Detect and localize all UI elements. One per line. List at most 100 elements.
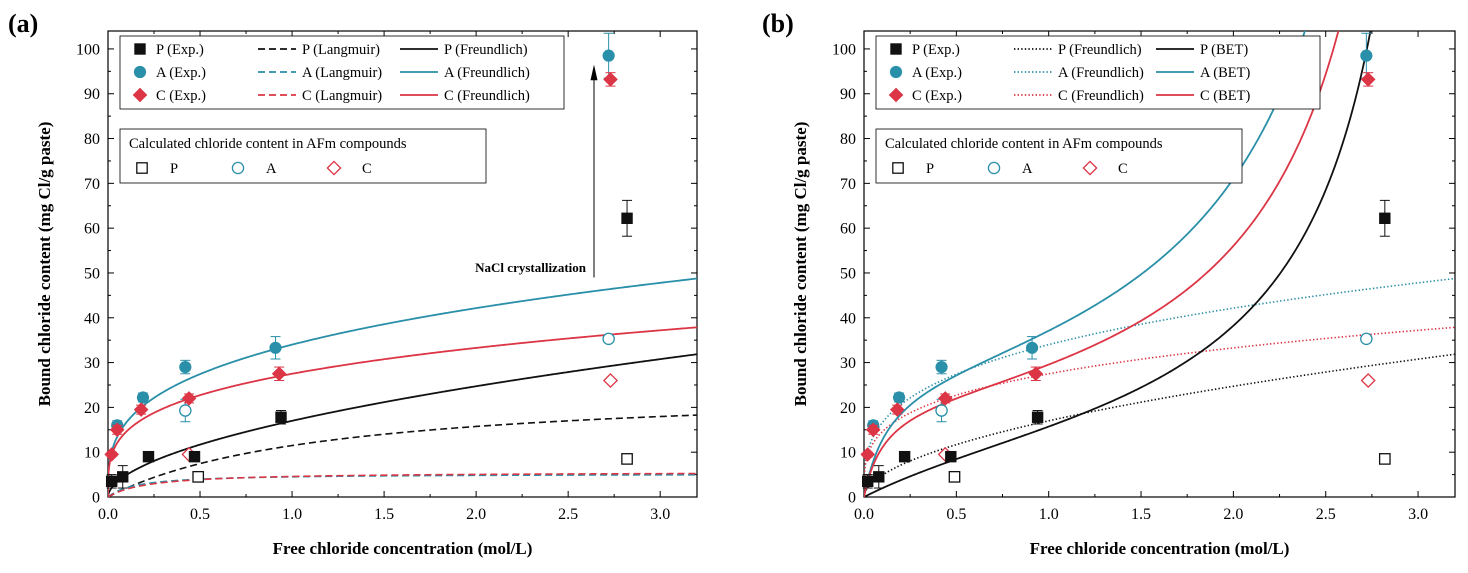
exp-point-c [1028,366,1044,382]
exp-point-c [865,422,881,438]
legend-label: C (Exp.) [912,88,962,104]
x-tick-label: 0.0 [854,506,874,523]
afm-legend-label: P [926,161,934,177]
legend-label: C (Freundlich) [1058,88,1144,104]
legend-label: C (Freundlich) [444,88,530,104]
legend-marker [134,43,146,55]
exp-point-p [898,450,911,463]
exp-point-p [1379,212,1391,224]
afm-point-a [179,404,192,417]
exp-point-c [860,447,876,462]
y-tick-label: 10 [84,445,100,462]
exp-point-c [104,447,119,462]
legend-label: C (Exp.) [156,88,206,104]
x-axis-title: Free chloride concentration (mol/L) [1030,539,1290,558]
y-tick-label: 0 [848,490,856,507]
y-tick-label: 30 [840,355,856,372]
exp-point-p [873,471,885,483]
y-tick-label: 50 [840,265,856,282]
exp-point-p [142,450,155,463]
afm-legend-marker [326,160,342,176]
legend-label: P (Exp.) [912,42,960,58]
afm-point-c [1360,372,1376,389]
y-tick-label: 60 [840,221,856,238]
afm-legend-box [119,128,487,184]
x-tick-label: 0.0 [98,506,118,523]
y-tick-label: 80 [840,131,856,148]
afm-point-p [621,453,633,465]
afm-legend-label: A [1022,161,1033,177]
fit-line-p-freundlich [864,353,1455,497]
legend-marker [889,65,903,79]
afm-legend-label: A [266,161,277,177]
exp-point-p [105,475,118,488]
fit-line-c-langmuir [108,472,697,497]
x-tick-label: 1.0 [1039,506,1059,523]
exp-point-a [179,360,192,374]
chart-panel-a: (a) 0.0 0.5 1.0 1.5 2.0 2.5 3.0 0 10 20 30 40 50 60 70 8… [8,9,698,558]
exp-point-c [181,391,197,406]
exp-point-p [945,450,957,463]
y-tick-label: 30 [84,355,100,372]
fit-line-p-langmuir [108,414,697,497]
y-tick-label: 20 [840,400,856,417]
exp-point-p [188,450,201,463]
legend-label: A (Exp.) [912,65,962,81]
afm-point-a [1360,332,1373,346]
x-tick-label: 3.0 [650,506,670,523]
legend-box [119,35,565,110]
y-tick-label: 80 [84,131,100,148]
legend-marker [888,87,904,103]
exp-point-a [602,49,615,62]
fit-line-a-langmuir [108,473,697,497]
afm-legend-marker [987,161,1001,175]
y-tick-label: 40 [840,310,856,327]
legend-label: A (Freundlich) [444,65,530,81]
y-tick-label: 20 [84,400,100,417]
exp-point-p [621,212,633,224]
fit-line-c-freundlich [108,326,697,497]
legend: P (Exp.) P (Freundlich) P (BET) A (Exp.) A (… [875,35,1321,184]
afm-legend-label: C [1118,161,1128,177]
legend-marker [133,65,147,79]
legend-label: P (BET) [1200,42,1248,58]
plot-frame [107,30,698,498]
legend-box [875,35,1321,110]
y-tick-label: 40 [84,310,100,327]
y-tick-label: 10 [840,445,856,462]
exp-point-a [892,391,906,404]
x-tick-label: 1.5 [1131,506,1151,523]
y-axis-title: Bound chloride content (mg Cl/g paste) [35,122,54,407]
afm-legend-box [875,128,1243,184]
y-tick-label: 100 [76,41,100,58]
afm-point-a [935,404,948,417]
exp-point-c [109,422,125,438]
afm-point-p [192,470,205,483]
legend-marker [890,43,902,55]
legend: P (Exp.) P (Langmuir) P (Freundlich) A (Exp… [119,35,565,184]
legend-label: C (BET) [1200,88,1251,104]
annotation-arrowhead [590,64,598,81]
exp-point-p [275,411,287,423]
afm-point-p [1378,453,1391,465]
exp-point-c [603,72,618,87]
afm-legend-marker [892,162,904,174]
legend-label: P (Freundlich) [1058,42,1142,58]
legend-label: A (BET) [1200,65,1251,81]
x-axis-title: Free chloride concentration (mol/L) [273,539,533,558]
fit-line-p-freundlich [108,353,697,497]
afm-legend-label: P [170,161,178,177]
y-tick-label: 70 [84,176,100,193]
exp-point-c [133,402,149,417]
afm-point-a [602,332,615,346]
exp-point-a [1360,49,1373,62]
fit-line-a-bet [864,31,1306,497]
afm-point-c [602,372,619,389]
x-tick-label: 3.0 [1408,506,1428,523]
afm-legend-title: Calculated chloride content in AFm compo… [885,136,1163,152]
fit-curves [108,277,697,497]
panel-label: (a) [8,9,38,38]
fit-line-a-freundlich [864,277,1455,497]
chart-panel-b: (b) 0.0 0.5 1.0 1.5 2.0 2.5 3.0 0 10 20 30 40 50 60 70 8… [762,9,1456,558]
